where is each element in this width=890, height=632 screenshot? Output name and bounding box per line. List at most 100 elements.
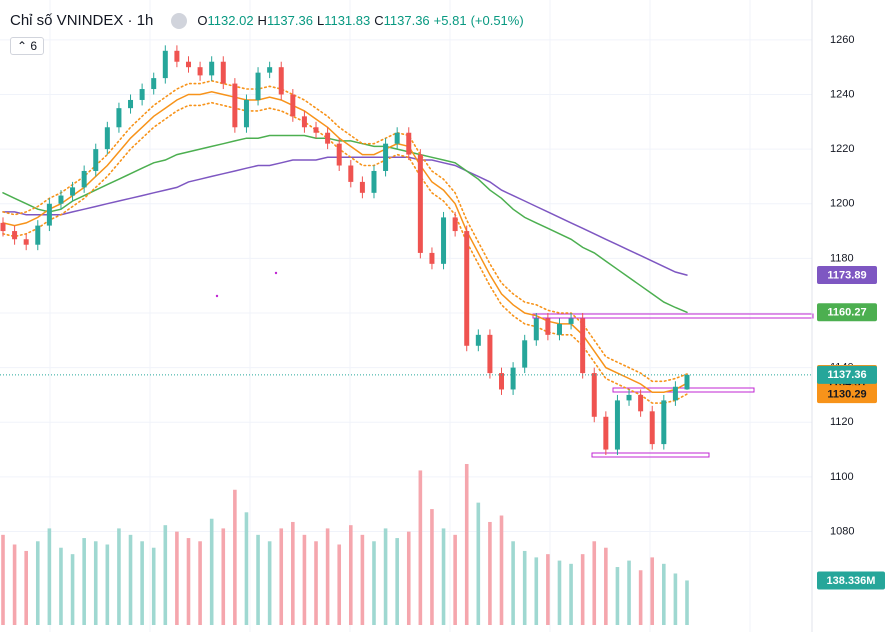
candle-body [568, 318, 574, 324]
volume-bar [522, 550, 527, 625]
candle-body [626, 394, 632, 401]
indicator-count: 6 [30, 39, 38, 53]
volume-bar [47, 528, 52, 625]
candle-body [522, 340, 528, 368]
volume-bar [418, 470, 423, 625]
volume-bar [233, 489, 237, 625]
volume-bar [383, 528, 388, 625]
candle-body [661, 400, 667, 445]
ohlc-value: 1137.36 [383, 13, 430, 28]
volume-bar [615, 567, 620, 625]
marker-dot [215, 294, 219, 298]
candle-body [325, 132, 331, 144]
volume-bar [348, 525, 353, 625]
volume-bar [267, 541, 272, 625]
candle-body [267, 67, 273, 73]
candle-body [116, 108, 122, 128]
y-tick-label: 1120 [830, 416, 854, 428]
ohlc-key: H [257, 13, 267, 28]
candle-body [104, 127, 110, 150]
volume-bar [650, 557, 655, 625]
price-tag-bg [817, 365, 877, 384]
candle-body [128, 99, 134, 109]
candle-body [510, 367, 516, 390]
volume-bar [430, 509, 434, 625]
candle-body [278, 67, 284, 95]
y-tick-label: 1080 [830, 525, 854, 537]
volume-bar [256, 534, 260, 625]
candle-body [93, 149, 99, 171]
volume-bar [314, 541, 318, 625]
candle-body [475, 334, 481, 346]
candle-body [649, 411, 655, 445]
symbol-title: Chỉ số VNINDEX · 1h [10, 12, 154, 29]
candle-body [359, 181, 365, 193]
candle-body [220, 61, 226, 84]
candle-body [290, 94, 296, 117]
ohlc-key: O [197, 13, 208, 28]
volume-bar [406, 531, 411, 625]
volume-bar [557, 560, 562, 625]
indicator-line [2, 134, 688, 314]
volume-bar [534, 557, 539, 625]
candle-body [533, 318, 539, 341]
ohlc-value: 1131.83 [324, 13, 371, 28]
price-tag-bg [817, 266, 877, 285]
candle-body [162, 50, 168, 79]
indicator-toggle[interactable]: ⌃ 6 [10, 37, 45, 55]
volume-bar [673, 573, 678, 625]
volume-bar [337, 544, 342, 625]
candle-body [151, 78, 157, 90]
volume-bar [93, 541, 98, 625]
volume-bar [82, 538, 86, 625]
candle-body [313, 127, 319, 133]
candle-body [23, 239, 29, 245]
drawings [215, 271, 814, 458]
candle-body [70, 187, 76, 196]
zone-box [591, 452, 710, 458]
candle-body [672, 386, 678, 401]
candle-body [81, 170, 87, 188]
background [0, 0, 812, 632]
volume-bar [372, 541, 376, 625]
volume-bar [70, 554, 75, 625]
candle-body [243, 99, 249, 128]
candle-body [464, 231, 470, 346]
ohlc-value: 1132.02 [207, 13, 254, 28]
candle-body [383, 143, 389, 171]
volume-bar [580, 554, 585, 625]
candle-body [441, 217, 447, 264]
volume-bar [511, 541, 515, 625]
candle-body [209, 61, 215, 76]
price-tag: 1137.36 [827, 369, 866, 381]
candle-body [46, 203, 52, 226]
volume-bar [117, 528, 121, 625]
volume-bar [546, 554, 550, 625]
candle-body [232, 83, 238, 128]
volume-bar [569, 563, 573, 625]
volume-bar [209, 518, 214, 625]
volume-bar [592, 541, 597, 625]
volume-bar [627, 560, 631, 625]
candle-body [348, 165, 354, 182]
candle-body [545, 318, 551, 335]
status-dot [171, 12, 188, 29]
candle-body [580, 318, 586, 374]
candle-body [487, 334, 493, 374]
volume-bar [59, 547, 63, 625]
candle-body [174, 50, 180, 62]
y-tick-label: 1260 [830, 34, 854, 46]
candle-body [0, 222, 6, 232]
volume-bar [476, 502, 481, 625]
volume-bar [302, 534, 307, 625]
volume-bar [35, 541, 40, 625]
ohlc-key: L [316, 13, 325, 28]
volume-bar [325, 528, 330, 625]
candle-body [371, 170, 377, 193]
volume-bar [395, 538, 399, 625]
candle-body [417, 154, 423, 253]
volume-bar [685, 580, 689, 625]
volume-bar [604, 547, 608, 625]
candle-body [452, 217, 458, 232]
